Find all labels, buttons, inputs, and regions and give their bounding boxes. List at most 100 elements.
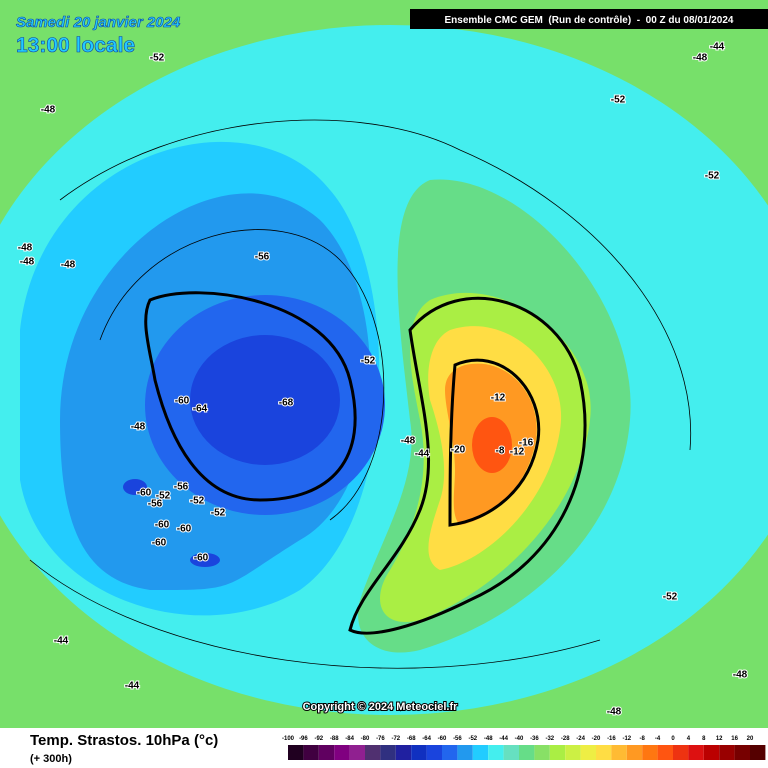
contour: [448, 358, 541, 527]
legend-swatch: [580, 745, 596, 760]
legend-swatch: [426, 745, 442, 760]
legend-swatch: [611, 745, 627, 760]
legend-label: -12: [622, 736, 631, 742]
legend-label: -56: [453, 736, 462, 742]
contour-label: -48: [20, 257, 35, 268]
legend-label: -52: [468, 736, 477, 742]
field: [0, 0, 768, 728]
contour-label: -48: [61, 260, 76, 271]
legend-swatch: [395, 745, 412, 760]
legend-swatch: [411, 745, 427, 760]
legend-label: -88: [330, 736, 339, 742]
legend-swatch: [657, 745, 673, 760]
legend-swatch: [472, 745, 489, 760]
legend-label: -80: [361, 736, 370, 742]
contour-label: -52: [361, 356, 376, 367]
legend-label: -16: [607, 736, 616, 742]
legend-swatch: [334, 745, 350, 760]
legend-label: -24: [576, 736, 585, 742]
contour-label: -60: [194, 553, 209, 564]
legend-label: -32: [545, 736, 554, 742]
legend-label: 20: [747, 736, 754, 742]
legend-swatch: [750, 745, 766, 760]
contour-label: -16: [519, 438, 534, 449]
contour-label: -44: [54, 636, 69, 647]
contour-label: -52: [150, 53, 165, 64]
legend-swatch: [719, 745, 735, 760]
legend-label: 12: [716, 736, 723, 742]
contour-label: -60: [155, 520, 170, 531]
legend-label: -36: [530, 736, 539, 742]
legend-label: -68: [407, 736, 416, 742]
legend-swatch: [673, 745, 689, 760]
legend-swatch: [534, 745, 550, 760]
contour-label: -52: [705, 171, 720, 182]
contour-label: -68: [279, 398, 294, 409]
contour-label: -44: [125, 681, 140, 692]
contour-label: -20: [451, 445, 466, 456]
footer-lead: (+ 300h): [30, 753, 72, 765]
zone: [190, 553, 220, 567]
contour-label: -44: [710, 42, 725, 53]
contour-label: -52: [663, 592, 678, 603]
contour: [59, 119, 692, 451]
legend-swatch: [703, 745, 720, 760]
run-box: [410, 9, 768, 29]
legend-label: -76: [376, 736, 385, 742]
zone: [472, 417, 512, 473]
colorbar: -100 -96 -92 -88 -84 -80 -76 -72 -68 -64 -60 -56 -52…: [282, 736, 766, 760]
contour-label: -48: [693, 53, 708, 64]
legend-swatch: [549, 745, 566, 760]
contour-label: -48: [607, 707, 622, 718]
legend-swatch: [457, 745, 473, 760]
legend-label: 16: [731, 736, 738, 742]
legend-swatch: [365, 745, 381, 760]
legend-swatch: [519, 745, 535, 760]
legend-swatch: [688, 745, 704, 760]
copyright: Copyright © 2024 Meteociel.fr: [303, 701, 459, 713]
legend-swatch: [380, 745, 396, 760]
legend-label: 0: [671, 736, 675, 742]
contour-label: -52: [156, 491, 171, 502]
legend-swatch: [442, 745, 458, 760]
legend-label: -96: [299, 736, 308, 742]
contour-label: -12: [491, 393, 506, 404]
contour-label: -44: [415, 449, 430, 460]
legend-label: -28: [561, 736, 570, 742]
zone: [190, 335, 340, 465]
contour-label: -56: [255, 252, 270, 263]
legend-swatch: [626, 745, 643, 760]
legend-label: 4: [687, 736, 691, 742]
contour-label: -56: [148, 499, 163, 510]
legend-swatch: [596, 745, 612, 760]
contour-label: -64: [193, 404, 208, 415]
contour-label: -52: [190, 496, 205, 507]
contour-label: -60: [137, 488, 152, 499]
contour: [144, 291, 357, 502]
contour-label: -12: [510, 447, 525, 458]
legend-swatch: [565, 745, 581, 760]
legend-label: -48: [484, 736, 493, 742]
contour-label: -48: [18, 243, 33, 254]
date: Samedi 20 janvier 2024: [16, 14, 181, 31]
local-time: 13:00 locale: [16, 34, 135, 57]
zone: [123, 479, 147, 495]
contour-label: -52: [611, 95, 626, 106]
legend-swatch: [503, 745, 519, 760]
contour-label: -48: [401, 436, 416, 447]
legend-label: -100: [282, 736, 295, 742]
legend-label: -92: [314, 736, 323, 742]
contour: [99, 229, 385, 521]
contour-label: -52: [211, 508, 226, 519]
footer-title: Temp. Strastos. 10hPa (°c): [30, 732, 218, 749]
legend-swatch: [488, 745, 504, 760]
legend-label: -40: [515, 736, 524, 742]
contour-label: -60: [175, 396, 190, 407]
legend-label: -60: [438, 736, 447, 742]
legend-label: -84: [345, 736, 354, 742]
contour-label: -48: [41, 105, 56, 116]
legend-label: 8: [702, 736, 706, 742]
contour-label: -60: [152, 538, 167, 549]
legend-swatch: [734, 745, 750, 760]
contour: [348, 296, 587, 635]
